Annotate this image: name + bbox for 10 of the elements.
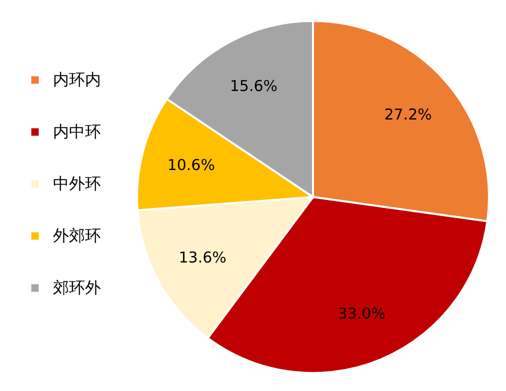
- legend-label: 郊环外: [53, 278, 101, 297]
- data-label: 10.6%: [167, 156, 215, 174]
- data-label: 15.6%: [230, 76, 278, 95]
- legend-label: 内中环: [53, 122, 101, 141]
- data-label: 13.6%: [178, 248, 226, 267]
- legend-label: 内环内: [53, 70, 101, 89]
- legend-label: 中外环: [53, 174, 101, 193]
- data-label: 33.0%: [338, 304, 386, 322]
- data-label: 27.2%: [384, 105, 432, 124]
- legend-label: 外郊环: [53, 226, 101, 245]
